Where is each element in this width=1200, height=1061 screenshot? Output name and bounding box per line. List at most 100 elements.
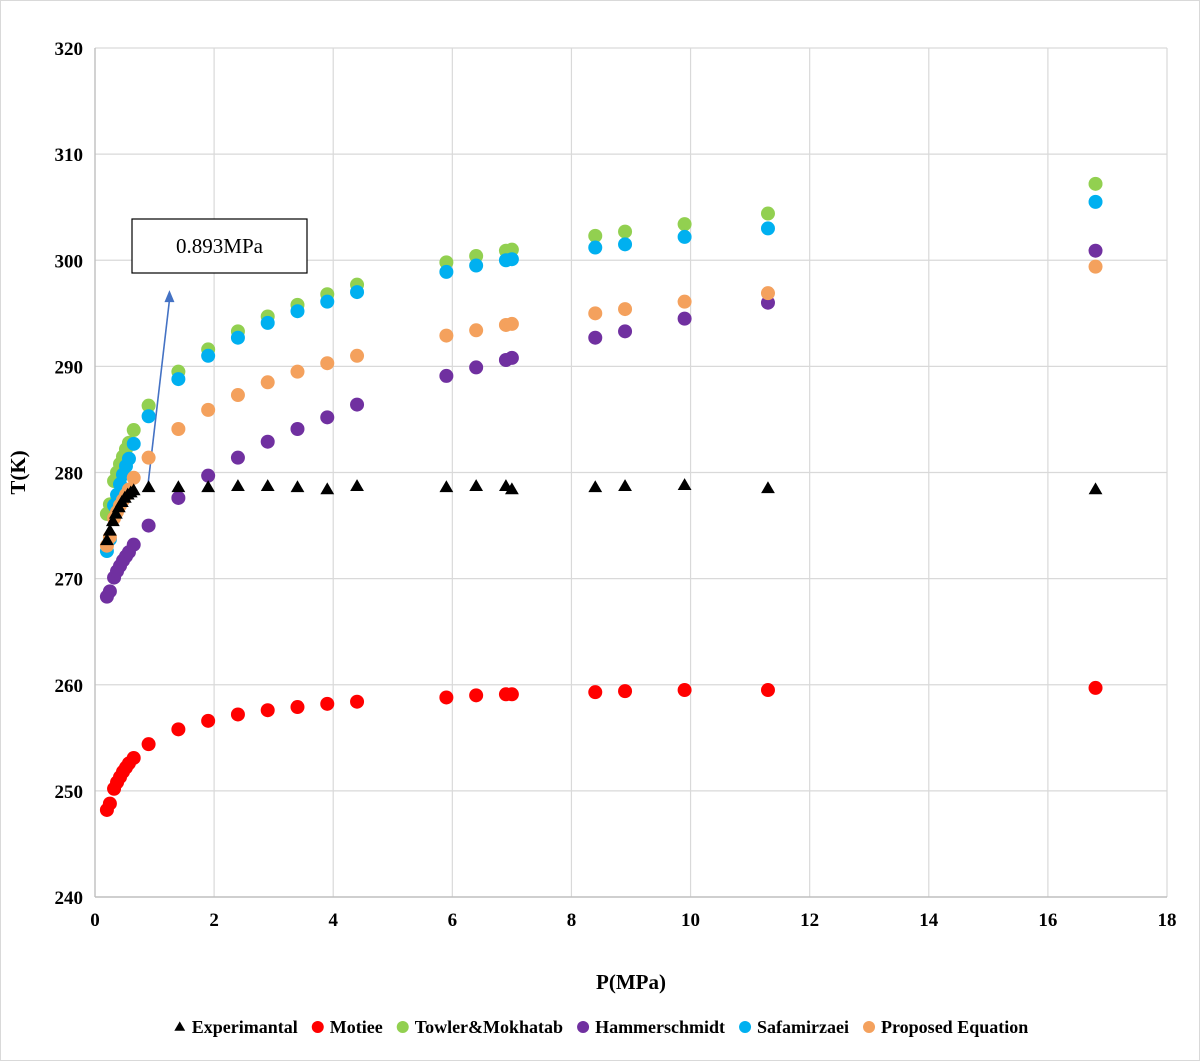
y-tick-label: 320: [55, 39, 84, 60]
legend-marker: [174, 1021, 186, 1031]
legend-label: Safamirzaei: [757, 1017, 849, 1037]
data-point: [126, 436, 141, 451]
data-point: [230, 707, 245, 722]
legend-item: Motiee: [311, 1017, 383, 1037]
data-point: [469, 323, 484, 338]
data-point: [141, 398, 156, 413]
data-point: [677, 217, 692, 232]
legend-label: Proposed Equation: [881, 1017, 1028, 1037]
data-point: [761, 481, 775, 494]
data-point: [469, 258, 484, 273]
data-point: [201, 348, 216, 363]
data-point: [1088, 259, 1103, 274]
y-tick-label: 240: [55, 888, 84, 909]
data-point: [230, 388, 245, 403]
x-tick-label: 16: [1038, 910, 1057, 931]
data-point: [320, 482, 335, 495]
data-point: [290, 421, 305, 436]
data-point: [260, 434, 275, 449]
data-point: [439, 690, 454, 705]
data-point: [171, 421, 186, 436]
annotation-label: 0.893MPa: [176, 234, 264, 258]
data-point: [588, 306, 603, 321]
data-point: [102, 584, 117, 599]
data-point: [290, 364, 305, 379]
y-tick-label: 250: [55, 782, 84, 803]
x-tick-label: 8: [567, 910, 577, 931]
data-point: [439, 328, 454, 343]
y-tick-label: 290: [55, 357, 84, 378]
legend-marker: [311, 1021, 324, 1033]
annotation-arrowhead: [164, 290, 175, 303]
data-point: [201, 402, 216, 417]
data-point: [320, 410, 335, 425]
data-point: [439, 368, 454, 383]
data-point: [504, 252, 519, 267]
data-point: [1088, 243, 1103, 258]
y-tick-label: 300: [55, 251, 84, 272]
y-axis-title: T(K): [6, 450, 30, 494]
x-tick-label: 12: [800, 910, 819, 931]
data-point: [141, 409, 156, 424]
data-point: [1088, 194, 1103, 209]
data-point: [126, 470, 141, 485]
series-safamirzaei: [99, 194, 1103, 559]
data-point: [108, 506, 123, 519]
data-point: [504, 316, 519, 331]
annotation: 0.893MPa: [131, 218, 308, 484]
legend-label: Towler&Mokhatab: [415, 1017, 563, 1037]
data-point: [320, 356, 335, 371]
data-point: [439, 264, 454, 279]
data-point: [1088, 482, 1103, 495]
data-point: [141, 480, 156, 493]
data-point: [1088, 680, 1103, 695]
data-series: [99, 176, 1103, 817]
data-point: [760, 206, 775, 221]
x-tick-label: 10: [681, 910, 700, 931]
y-tick-label: 270: [55, 570, 84, 591]
data-point: [588, 480, 603, 493]
data-point: [260, 375, 275, 390]
data-point: [350, 694, 365, 709]
data-point: [760, 683, 775, 698]
data-point: [439, 480, 454, 493]
data-point: [588, 228, 603, 243]
data-point: [260, 315, 275, 330]
data-point: [126, 483, 141, 496]
data-point: [350, 285, 365, 300]
data-point: [1088, 176, 1103, 191]
data-point: [760, 221, 775, 236]
data-point: [126, 423, 141, 438]
legend-item: Safamirzaei: [739, 1017, 849, 1037]
data-point: [504, 350, 519, 365]
legend-marker: [577, 1021, 590, 1033]
legend: Experimantal Motiee Towler&Mokhatab Hammers…: [174, 1017, 1028, 1037]
data-point: [126, 537, 141, 552]
data-point: [618, 324, 633, 339]
data-point: [350, 479, 364, 492]
data-point: [171, 480, 186, 493]
data-point: [350, 397, 365, 412]
data-point: [504, 482, 519, 495]
y-tick-label: 260: [55, 676, 84, 697]
legend-marker: [739, 1021, 752, 1033]
x-tick-label: 2: [209, 910, 219, 931]
data-point: [588, 685, 603, 700]
data-point: [171, 490, 186, 505]
data-point: [504, 687, 519, 702]
data-point: [121, 451, 136, 466]
data-point: [588, 330, 603, 345]
x-tick-label: 4: [328, 910, 338, 931]
legend-marker: [396, 1021, 409, 1033]
legend-label: Hammerschmidt: [595, 1017, 725, 1037]
data-point: [260, 479, 275, 492]
y-tick-label: 280: [55, 464, 84, 485]
legend-label: Experimantal: [192, 1017, 298, 1037]
tick-labels: 240 250 260 270 280 290 300 310 320 0 2 4 6 8 10 12 14 16…: [55, 39, 1177, 931]
x-tick-label: 18: [1158, 910, 1177, 931]
data-point: [171, 722, 186, 737]
data-point: [588, 240, 603, 255]
data-point: [618, 224, 633, 239]
axes: [94, 48, 1167, 898]
